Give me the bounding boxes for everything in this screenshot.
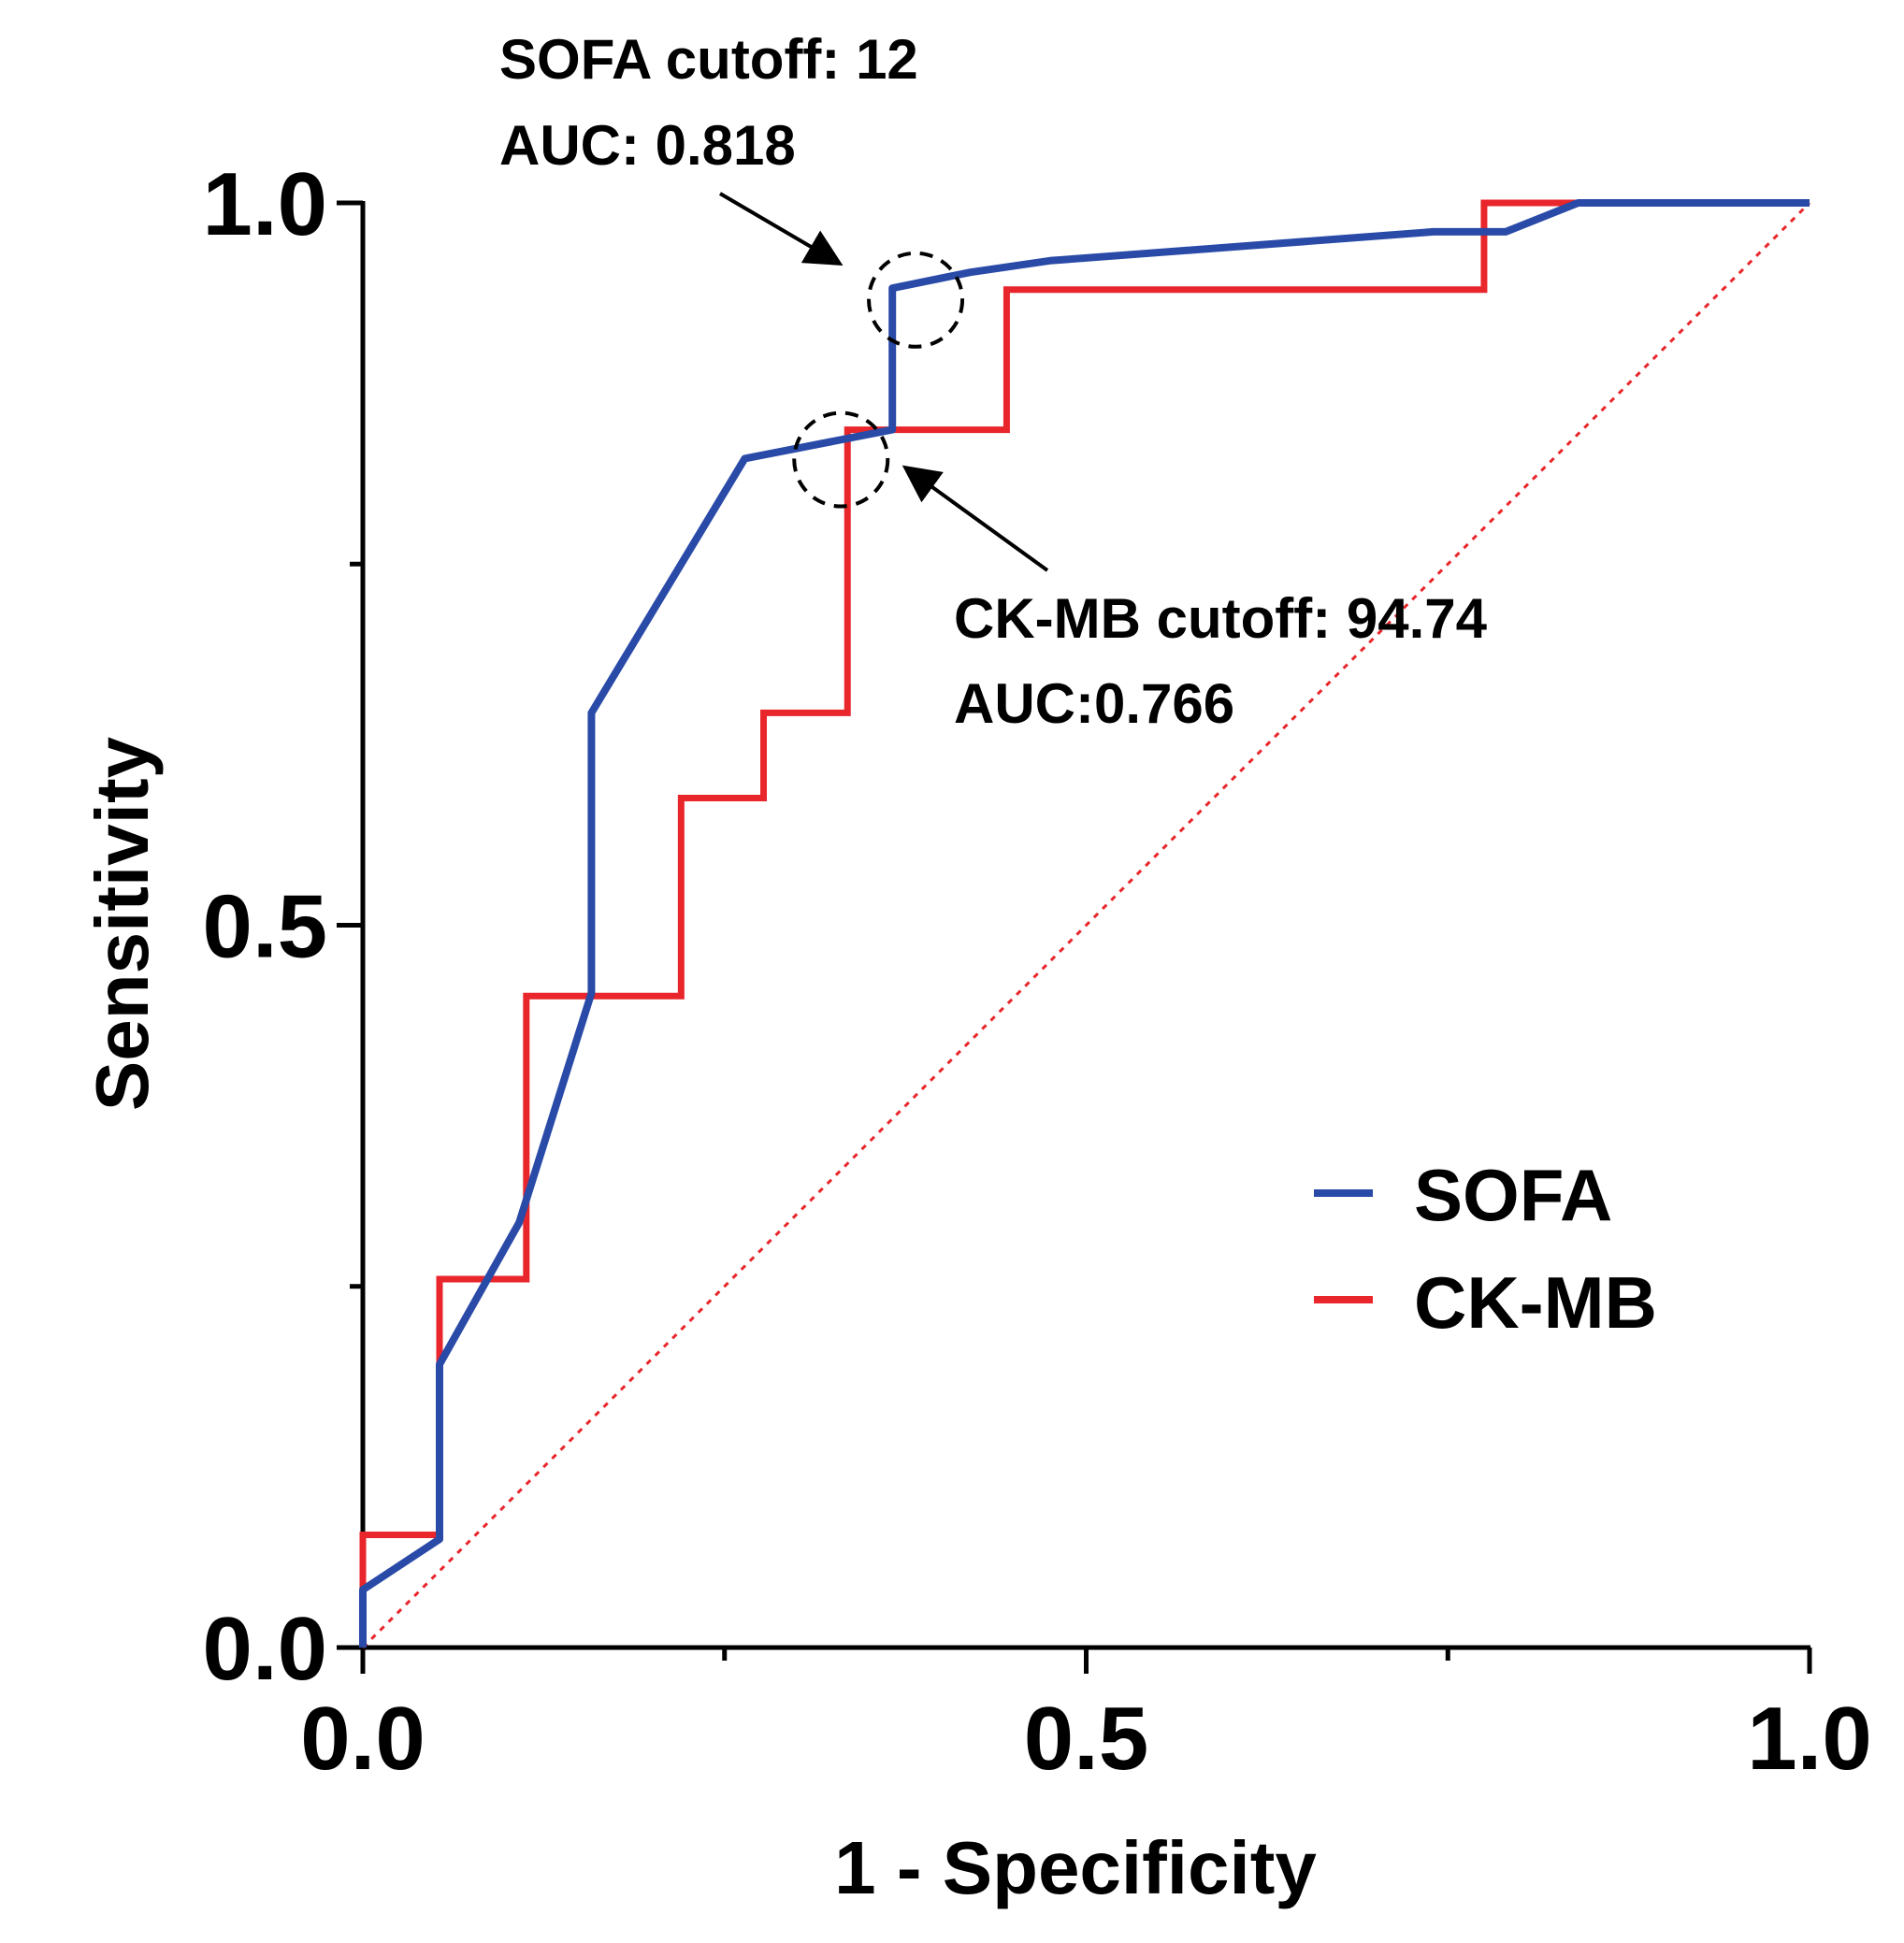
plot-area: 0.0 0.5 1.0 0.0 0.5 1.0: [203, 154, 1872, 1789]
sofa-annotation-line-1: SOFA cutoff: 12: [499, 28, 918, 91]
x-tick-label: 0.5: [1024, 1689, 1148, 1789]
y-tick-label: 0.5: [203, 877, 327, 977]
x-tick-label: 0.0: [300, 1689, 425, 1789]
y-tick-label: 0.0: [203, 1599, 327, 1699]
sofa-annotation-arrow: [718, 192, 844, 266]
legend-label-sofa: SOFA: [1414, 1154, 1612, 1236]
legend-label-ckmb: CK-MB: [1414, 1261, 1657, 1344]
y-tick-label: 1.0: [203, 154, 327, 254]
x-tick-label: 1.0: [1747, 1689, 1871, 1789]
ckmb-annotation-arrow: [902, 465, 1049, 572]
ckmb-roc-curve: [359, 199, 1810, 1648]
tick-labels: 0.0 0.5 1.0 0.0 0.5 1.0: [203, 154, 1872, 1789]
y-axis-title: Sensitivity: [80, 736, 164, 1111]
ckmb-cutoff-marker: [792, 410, 890, 509]
reference-diagonal-line: [361, 201, 1811, 1649]
legend: SOFA CK-MB: [1314, 1154, 1657, 1344]
ckmb-annotation-line-2: AUC:0.766: [954, 672, 1234, 735]
x-axis-title: 1 - Specificity: [834, 1826, 1317, 1909]
sofa-roc-curve: [359, 199, 1810, 1648]
ckmb-annotation-line-1: CK-MB cutoff: 94.74: [954, 587, 1488, 650]
sofa-annotation: SOFA cutoff: 12 AUC: 0.818: [499, 28, 918, 266]
sofa-annotation-line-2: AUC: 0.818: [499, 114, 796, 177]
sofa-cutoff-marker: [867, 251, 965, 349]
ckmb-annotation: CK-MB cutoff: 94.74 AUC:0.766: [902, 465, 1488, 735]
axis-ticks: [337, 200, 1812, 1674]
